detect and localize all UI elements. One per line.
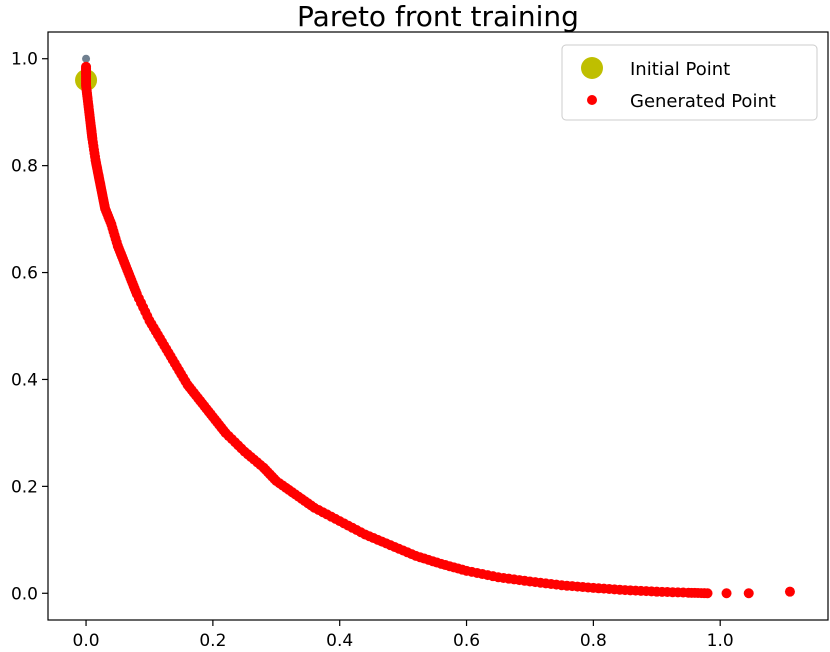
x-tick-label: 0.2 xyxy=(199,631,226,651)
legend-label-generated: Generated Point xyxy=(630,91,776,112)
generated-point xyxy=(702,588,713,599)
x-tick-label: 1.0 xyxy=(707,631,734,651)
y-tick-label: 0.2 xyxy=(11,477,38,497)
y-tick-label: 0.8 xyxy=(11,157,38,177)
generated-point xyxy=(721,588,732,599)
legend: Initial Point Generated Point xyxy=(561,44,818,121)
y-tick-label: 0.6 xyxy=(11,264,38,284)
y-tick-label: 1.0 xyxy=(11,50,38,70)
y-axis: 0.0 0.2 0.4 0.6 0.8 1.0 xyxy=(11,50,48,604)
generated-point xyxy=(743,588,754,599)
plot-frame xyxy=(47,31,829,621)
chart-title: Pareto front training xyxy=(297,0,579,33)
y-tick-label: 0.4 xyxy=(11,370,38,390)
x-tick-label: 0.8 xyxy=(580,631,607,651)
x-axis: 0.0 0.2 0.4 0.6 0.8 1.0 xyxy=(73,620,734,651)
plot-content xyxy=(75,54,795,599)
x-tick-label: 0.6 xyxy=(453,631,480,651)
legend-marker-generated xyxy=(587,95,597,105)
legend-marker-initial xyxy=(581,57,603,79)
generated-point xyxy=(784,586,795,597)
legend-box xyxy=(561,44,818,121)
y-tick-label: 0.0 xyxy=(11,584,38,604)
legend-label-initial: Initial Point xyxy=(630,59,730,80)
x-tick-label: 0.4 xyxy=(326,631,353,651)
x-tick-label: 0.0 xyxy=(73,631,100,651)
background-point xyxy=(82,54,91,63)
